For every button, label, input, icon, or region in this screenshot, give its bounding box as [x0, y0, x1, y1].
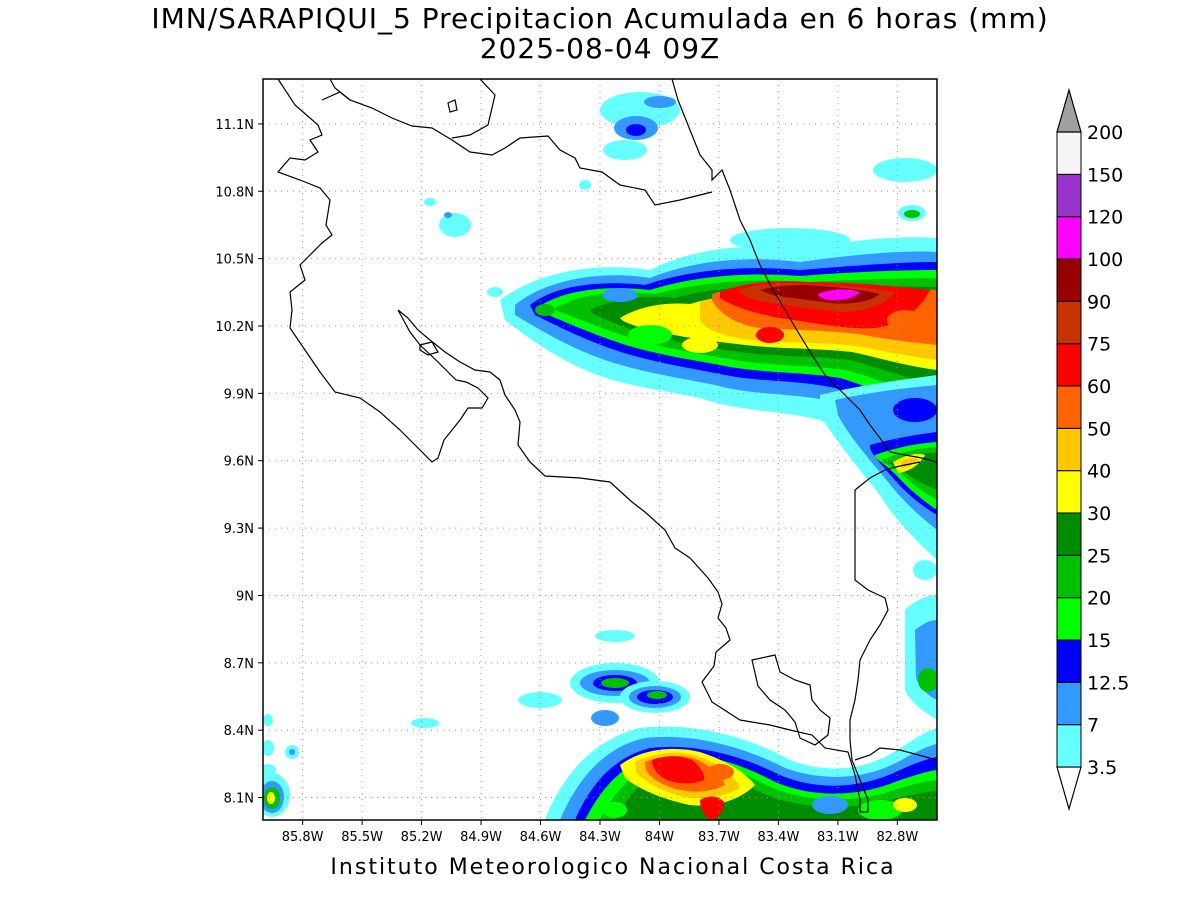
precip-cells-west [263, 714, 299, 817]
lat-tick-label: 8.1N [224, 792, 254, 807]
lon-tick-label: 85.5W [341, 830, 383, 845]
lon-tick-label: 83.4W [758, 830, 800, 845]
colorbar-label: 120 [1087, 207, 1123, 229]
precip-cells-north [424, 92, 937, 297]
lon-tick-label: 84.9W [460, 830, 502, 845]
colorbar-label: 40 [1087, 461, 1111, 483]
lat-tick-label: 8.7N [224, 657, 254, 672]
latitude-axis: 11.1N 10.8N 10.5N 10.2N 9.9N 9.6N 9.3N 9N 8.7N 8.… [215, 118, 263, 807]
colorbar-label: 3.5 [1087, 757, 1117, 779]
colorbar-swatch [1056, 724, 1082, 768]
colorbar-upper-arrow [1056, 87, 1082, 133]
colorbar-label: 12.5 [1087, 672, 1129, 694]
longitude-axis: 85.8W 85.5W 85.2W 84.9W 84.6W 84.3W 84W 83.7W 83… [282, 820, 918, 845]
lon-tick-label: 85.8W [282, 830, 324, 845]
precip-band-east-coast [905, 560, 937, 720]
colorbar-lower-arrow [1056, 766, 1082, 812]
colorbar-swatch [1056, 639, 1082, 683]
precip-cluster-east [820, 375, 937, 560]
panama-border [854, 461, 921, 491]
colorbar-label: 75 [1087, 334, 1111, 356]
lake-shoreline [329, 79, 351, 101]
lat-tick-label: 9.6N [224, 455, 254, 470]
gulf-island [419, 341, 439, 356]
colorbar-label: 7 [1087, 715, 1099, 737]
colorbar-label: 15 [1087, 630, 1111, 652]
colorbar-label: 30 [1087, 503, 1111, 525]
map-frame [263, 79, 937, 820]
precip-band-north [500, 237, 937, 470]
lat-tick-label: 8.4N [224, 724, 254, 739]
lat-tick-label: 10.2N [215, 320, 254, 335]
footer-credit: Instituto Meteorologico Nacional Costa R… [330, 855, 896, 880]
colorbar-swatch [1056, 216, 1082, 260]
precip-cells-south [411, 630, 690, 728]
colorbar-swatch [1056, 300, 1082, 345]
colorbar-swatch [1056, 554, 1082, 599]
colorbar-label: 90 [1087, 291, 1111, 313]
caribbean-coastline [671, 79, 937, 463]
colorbar-swatch [1056, 343, 1082, 387]
lat-tick-label: 9.9N [224, 387, 254, 402]
precip-band-south [545, 726, 937, 820]
lat-tick-label: 9.3N [224, 522, 254, 537]
colorbar-swatch [1056, 427, 1082, 472]
map-grid [263, 79, 937, 820]
lon-tick-label: 82.8W [876, 830, 918, 845]
lat-tick-label: 11.1N [215, 118, 254, 133]
map-datetime: 2025-08-04 09Z [479, 32, 721, 65]
colorbar-label: 20 [1087, 588, 1111, 610]
lat-tick-label: 10.8N [215, 185, 254, 200]
colorbar-swatch [1056, 258, 1082, 302]
colorbar-swatch [1056, 470, 1082, 514]
lake-shoreline-east [451, 79, 496, 139]
lat-tick-label: 9N [236, 589, 254, 604]
lon-tick-label: 84.6W [520, 830, 562, 845]
precipitation-field [263, 92, 937, 820]
colorbar-swatch [1056, 173, 1082, 218]
colorbar-label: 50 [1087, 418, 1111, 440]
lat-tick-label: 10.5N [215, 253, 254, 268]
coastlines [276, 79, 937, 813]
colorbar-swatch [1056, 131, 1082, 175]
lake-islet [447, 99, 458, 113]
map-title: IMN/SARAPIQUI_5 Precipitacion Acumulada … [151, 2, 1049, 35]
lon-tick-label: 83.7W [698, 830, 740, 845]
burica-coast [854, 747, 937, 761]
colorbar-label: 25 [1087, 545, 1111, 567]
panama-border-south [849, 490, 889, 813]
colorbar-label: 60 [1087, 376, 1111, 398]
colorbar-swatch [1056, 385, 1082, 429]
pacific-coastline [276, 79, 861, 812]
lon-tick-label: 84.3W [579, 830, 621, 845]
colorbar-label: 200 [1087, 122, 1123, 144]
osa-peninsula [751, 654, 831, 746]
colorbar-swatch [1056, 512, 1082, 556]
nicaragua-border [321, 91, 713, 206]
colorbar-swatch [1056, 681, 1082, 726]
colorbar-label: 100 [1087, 249, 1123, 271]
colorbar-label: 150 [1087, 164, 1123, 186]
lon-tick-label: 85.2W [401, 830, 443, 845]
colorbar: 3.5 7 12.5 15 20 25 30 40 50 60 75 90 100 120 150 200 [1056, 87, 1129, 812]
colorbar-swatch [1056, 597, 1082, 641]
lon-tick-label: 83.1W [817, 830, 859, 845]
lon-tick-label: 84W [645, 830, 675, 845]
